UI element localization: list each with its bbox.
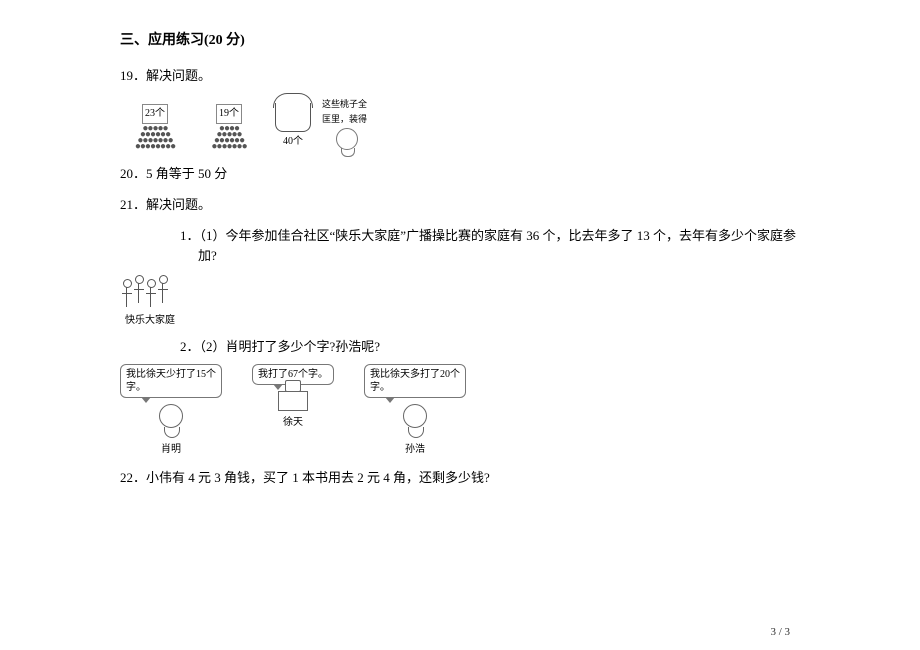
typewriter-icon — [278, 391, 308, 411]
q21-sub1: 1．（1）今年参加佳合社区“陕乐大家庭”广播操比赛的家庭有 36 个，比去年多了… — [180, 226, 800, 268]
q20-text: 5 角等于 50 分 — [146, 166, 227, 181]
pile2-label: 19个 — [216, 104, 242, 124]
kid3-name: 孙浩 — [364, 442, 466, 458]
kid3-icon — [403, 404, 427, 428]
q21-sub1-text: （1）今年参加佳合社区“陕乐大家庭”广播操比赛的家庭有 36 个，比去年多了 1… — [198, 228, 796, 264]
bucket-icon — [275, 103, 311, 132]
pile1-icon: ●●●●●●●●●●●●●●●●●●●●●●●●●● — [120, 126, 190, 150]
q19-figure: 23个 ●●●●●●●●●●●●●●●●●●●●●●●●●● 19个 ●●●●●… — [120, 97, 800, 150]
family-caption: 快乐大家庭 — [120, 313, 180, 329]
page-content: 三、应用练习(20 分) 19．解决问题。 23个 ●●●●●●●●●●●●●●… — [0, 0, 920, 489]
q22-number: 22． — [120, 470, 146, 485]
q21-sub2-num: 2． — [180, 339, 200, 354]
pile2-icon: ●●●●●●●●●●●●●●●●●●●●●● — [194, 126, 264, 150]
question-19: 19．解决问题。 — [120, 66, 800, 87]
kid3: 我比徐天多打了20个字。 孙浩 — [364, 364, 466, 458]
pile1-label: 23个 — [142, 104, 168, 124]
bucket-label: 40个 — [268, 134, 318, 150]
kid1-bubble: 我比徐天少打了15个字。 — [120, 364, 222, 398]
family-icon — [120, 273, 180, 313]
q20-number: 20． — [120, 166, 146, 181]
kid2-name: 徐天 — [252, 415, 334, 431]
q19-text: 解决问题。 — [146, 68, 211, 83]
q22-text: 小伟有 4 元 3 角钱，买了 1 本书用去 2 元 4 角，还剩多少钱? — [146, 470, 490, 485]
animal-icon — [336, 128, 358, 150]
kid1: 我比徐天少打了15个字。 肖明 — [120, 364, 222, 458]
q21-speech-row: 我比徐天少打了15个字。 肖明 我打了67个字。 徐天 我比徐天多打了20个字。… — [120, 364, 800, 458]
family-figure: 快乐大家庭 — [120, 273, 180, 329]
kid1-icon — [159, 404, 183, 428]
q21-sub1-num: 1． — [180, 228, 200, 243]
section-title: 三、应用练习(20 分) — [120, 30, 800, 52]
kid2: 我打了67个字。 徐天 — [252, 364, 334, 431]
kid1-name: 肖明 — [120, 442, 222, 458]
pile-2: 19个 ●●●●●●●●●●●●●●●●●●●●●● — [194, 102, 264, 150]
q21-sub2-text: （2）肖明打了多少个字?孙浩呢? — [200, 339, 381, 354]
animal-speech-text: 这些桃子全 匡里，装得 — [322, 97, 372, 126]
page-footer: 3 / 3 — [770, 626, 790, 638]
question-20: 20．5 角等于 50 分 — [120, 164, 800, 185]
animal-speech: 这些桃子全 匡里，装得 — [322, 97, 372, 150]
q21-number: 21． — [120, 197, 146, 212]
q21-sub2: 2．（2）肖明打了多少个字?孙浩呢? — [180, 337, 800, 358]
bucket: 40个 — [268, 103, 318, 150]
question-21: 21．解决问题。 — [120, 195, 800, 216]
pile-1: 23个 ●●●●●●●●●●●●●●●●●●●●●●●●●● — [120, 102, 190, 150]
kid3-bubble: 我比徐天多打了20个字。 — [364, 364, 466, 398]
question-22: 22．小伟有 4 元 3 角钱，买了 1 本书用去 2 元 4 角，还剩多少钱? — [120, 468, 800, 489]
q21-text: 解决问题。 — [146, 197, 211, 212]
q19-number: 19． — [120, 68, 146, 83]
